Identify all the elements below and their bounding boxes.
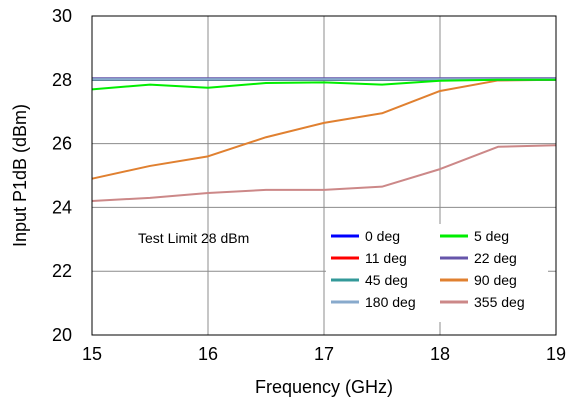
legend: 0 deg 5 deg 11 deg 22 deg 45 deg 90 deg 180 de…: [326, 224, 548, 322]
plot-area-frame: [91, 15, 557, 336]
series-line-355-deg: [91, 144, 557, 203]
x-tick-label: 17: [314, 344, 334, 364]
legend-label-90-deg: 90 deg: [474, 272, 517, 288]
legend-label-45-deg: 45 deg: [365, 272, 408, 288]
y-tick-label: 24: [52, 197, 72, 217]
y-tick-label: 28: [52, 70, 72, 90]
legend-label-5-deg: 5 deg: [474, 228, 509, 244]
x-tick-label: 19: [546, 344, 566, 364]
legend-label-0-deg: 0 deg: [365, 228, 400, 244]
test-limit-annotation: Test Limit 28 dBm: [138, 230, 249, 246]
y-tick-label: 22: [52, 261, 72, 281]
x-axis-title: Frequency (GHz): [255, 377, 393, 397]
x-tick-label: 15: [82, 344, 102, 364]
tick-labels: 15 16 17 18 19 20 22 24 26 28 30: [52, 6, 566, 364]
legend-background: [326, 224, 548, 322]
y-axis-title: Input P1dB (dBm): [10, 104, 30, 247]
legend-label-355-deg: 355 deg: [474, 294, 525, 310]
legend-label-22-deg: 22 deg: [474, 250, 517, 266]
legend-label-180-deg: 180 deg: [365, 294, 416, 310]
y-tick-label: 30: [52, 6, 72, 26]
series-line-90-deg: [91, 78, 557, 180]
series-line-5-deg: [91, 78, 556, 91]
x-tick-label: 18: [430, 344, 450, 364]
legend-label-11-deg: 11 deg: [365, 250, 407, 266]
y-tick-label: 26: [52, 134, 72, 154]
x-tick-label: 16: [198, 344, 218, 364]
y-tick-label: 20: [52, 325, 72, 345]
series-lines: [91, 77, 557, 203]
